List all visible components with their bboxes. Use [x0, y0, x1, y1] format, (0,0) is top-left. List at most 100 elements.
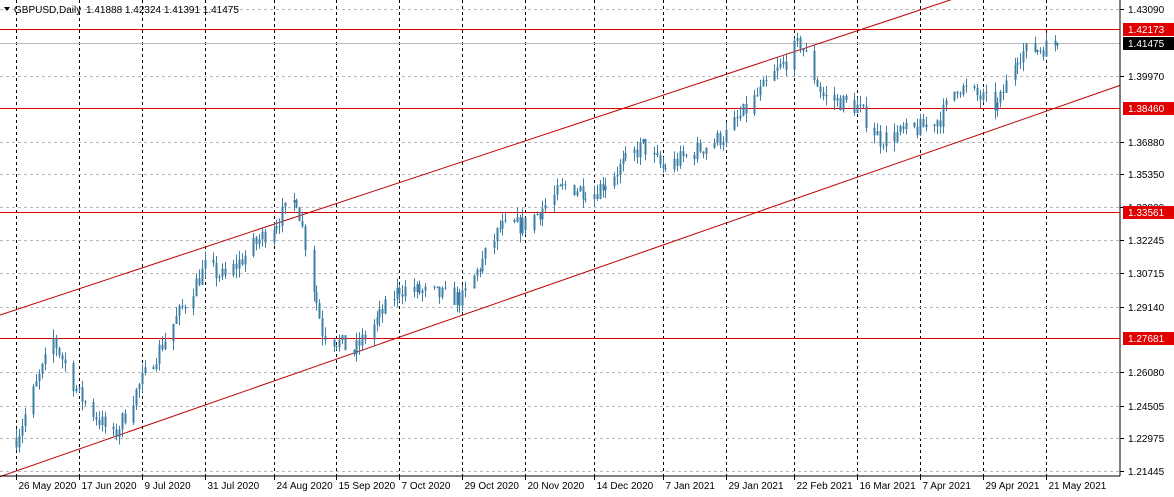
candle-body — [144, 367, 147, 373]
candle-body — [401, 294, 404, 297]
candle-body — [64, 359, 67, 364]
candle-body — [112, 426, 115, 430]
candle-body — [376, 317, 379, 325]
candle-body — [315, 291, 318, 304]
candle-body — [653, 152, 656, 155]
candle-body — [192, 296, 195, 309]
candle-body — [942, 104, 945, 127]
candle-body — [882, 146, 885, 148]
candle-body — [235, 263, 238, 269]
level-price-label: 1.33561 — [1128, 208, 1165, 219]
candle-body — [1042, 50, 1045, 57]
y-tick-label: 1.35350 — [1128, 170, 1165, 181]
x-tick-label: 20 Nov 2020 — [528, 481, 585, 492]
x-tick-label: 22 Feb 2021 — [797, 481, 854, 492]
price-axis-labels: 1.42173 1.38460 1.33561 1.27681 1.41475 — [1123, 23, 1174, 345]
level-price-tag — [1123, 206, 1174, 219]
candle-body — [962, 85, 965, 95]
candle-body — [358, 340, 361, 346]
candle-body — [879, 130, 882, 147]
candle-body — [656, 152, 659, 156]
trend-channel[interactable] — [0, 0, 1121, 478]
candle-body — [172, 323, 175, 342]
channel-upper-line[interactable] — [0, 0, 1120, 316]
candle-body — [479, 269, 482, 272]
candle-body — [536, 213, 539, 215]
candle-body — [318, 303, 321, 319]
collapse-arrow-icon[interactable] — [4, 7, 10, 11]
candle-body — [945, 100, 948, 105]
candle-body — [533, 214, 536, 231]
candle-body — [765, 80, 768, 82]
candle-body — [404, 286, 407, 297]
candle-body — [44, 354, 47, 364]
level-price-tag — [1123, 332, 1174, 345]
candle-body — [845, 95, 848, 101]
candle-body — [725, 129, 728, 143]
candle-body — [839, 97, 842, 111]
candle-body — [519, 217, 522, 234]
x-tick-label: 17 Jun 2020 — [82, 481, 137, 492]
x-tick-label: 16 Mar 2021 — [860, 481, 917, 492]
candle-body — [613, 176, 616, 187]
candle-body — [976, 87, 979, 96]
candle-body — [141, 372, 144, 385]
candle-body — [184, 306, 187, 309]
candle-body — [456, 292, 459, 305]
candle-body — [138, 384, 141, 390]
candle-body — [255, 237, 258, 245]
candle-body — [284, 202, 287, 207]
candle-body — [679, 151, 682, 166]
candle-body — [682, 151, 685, 157]
candle-body — [905, 122, 908, 130]
candle-body — [353, 350, 356, 355]
candle-body — [416, 284, 419, 292]
candle-body — [436, 286, 439, 288]
candle-body — [693, 155, 696, 160]
candle-body — [553, 194, 556, 205]
candle-body — [295, 199, 298, 208]
candle-body — [696, 143, 699, 160]
candle-body — [593, 194, 596, 200]
candle-body — [564, 184, 567, 186]
candle-body — [499, 228, 502, 230]
y-tick-label: 1.24505 — [1128, 402, 1165, 413]
candle-body — [473, 275, 476, 289]
y-tick-label: 1.26080 — [1128, 368, 1165, 379]
candle-body — [164, 341, 167, 350]
candle-body — [876, 130, 879, 136]
candle-body — [355, 340, 358, 355]
candle-body — [104, 416, 107, 427]
candle-body — [541, 208, 544, 220]
candle-body — [813, 50, 816, 81]
candle-body — [639, 142, 642, 158]
candle-body — [719, 132, 722, 146]
candle-body — [15, 437, 18, 448]
candle-body — [573, 185, 576, 196]
candle-body — [799, 38, 802, 49]
candle-body — [484, 247, 487, 259]
candle-body — [413, 286, 416, 292]
candle-body — [135, 389, 138, 406]
candle-body — [956, 91, 959, 94]
candle-body — [979, 95, 982, 100]
candlestick-series — [15, 32, 1059, 453]
channel-lower-line[interactable] — [0, 84, 1121, 478]
candle-body — [18, 435, 21, 448]
candle-body — [38, 373, 41, 381]
candle-body — [953, 91, 956, 101]
candle-body — [584, 199, 587, 201]
candle-body — [893, 132, 896, 142]
candle-body — [273, 229, 276, 243]
candle-body — [504, 219, 507, 222]
candle-body — [516, 217, 519, 223]
candle-body — [739, 115, 742, 119]
candle-body — [756, 95, 759, 97]
horizontal-levels[interactable] — [0, 29, 1120, 339]
candle-body — [24, 414, 27, 426]
candle-body — [338, 339, 341, 348]
candle-body — [753, 95, 756, 114]
candle-body — [493, 241, 496, 248]
